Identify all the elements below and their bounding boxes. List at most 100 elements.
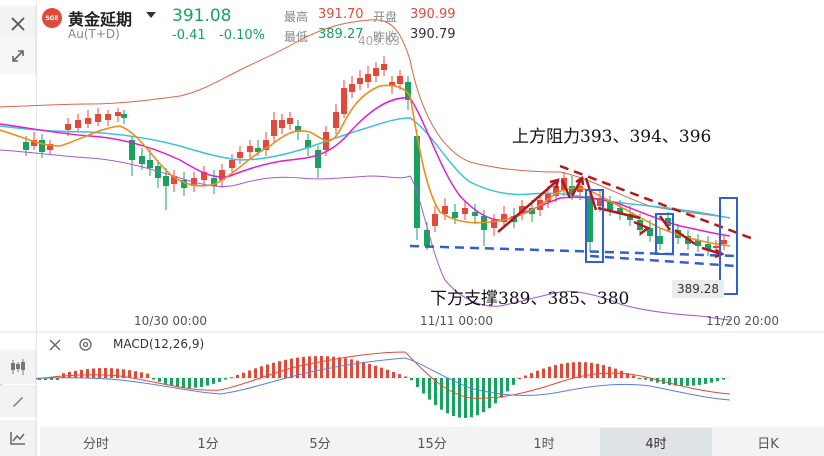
close-icon[interactable] (0, 6, 36, 42)
macd-bar (212, 378, 215, 384)
tab-15min[interactable]: 15分 (417, 436, 447, 452)
candle-body (617, 208, 623, 214)
macd-bar (320, 356, 323, 378)
macd-bar (140, 372, 143, 378)
candle-body (414, 136, 420, 228)
macd-bar (188, 378, 191, 388)
indicator-icon[interactable] (0, 420, 36, 456)
macd-bar (194, 378, 197, 388)
candle-body (163, 176, 169, 186)
tab-1h[interactable]: 1时 (533, 436, 555, 452)
tab-daily[interactable]: 日K (757, 436, 779, 452)
macd-bar (260, 366, 263, 378)
candle-body (713, 246, 719, 248)
support-line-upper (409, 244, 737, 258)
macd-bar (356, 360, 359, 378)
current-price-tag: 389.28 (672, 280, 724, 298)
candle-body (705, 244, 711, 250)
macd-bar (254, 368, 257, 378)
sge-logo: SGE (42, 8, 62, 28)
macd-label: MACD(12,26,9) (113, 337, 205, 351)
candle-body (587, 196, 593, 242)
macd-bar (86, 369, 89, 378)
tab-4h[interactable]: 4时 (600, 428, 712, 456)
macd-bar (554, 365, 557, 378)
logo-text: SGE (45, 14, 59, 22)
macd-bar (416, 378, 419, 388)
macd-bar (590, 362, 593, 378)
x-axis-label-1: 10/30 00:00 (134, 314, 207, 328)
trend-arrows (497, 175, 725, 259)
highlight-box-2 (655, 213, 674, 255)
tab-timeshare[interactable]: 分时 (82, 436, 109, 452)
macd-bar (626, 373, 629, 378)
macd-bar (164, 378, 167, 384)
macd-bar (302, 356, 305, 378)
candle-body (219, 170, 225, 180)
macd-bar (344, 358, 347, 378)
candle-body (315, 150, 321, 168)
expand-icon[interactable] (0, 38, 36, 74)
ma-magenta-line (0, 97, 731, 237)
candle-body (181, 180, 187, 188)
macd-bar (224, 378, 227, 380)
candle-body (39, 140, 45, 152)
candle-body (491, 220, 497, 228)
macd-bar (368, 363, 371, 378)
macd-bar (650, 378, 653, 382)
macd-dif-line (0, 351, 731, 399)
macd-bar (596, 363, 599, 378)
macd-bar (98, 368, 101, 378)
macd-bar (374, 365, 377, 378)
candles-icon[interactable] (0, 350, 36, 384)
macd-bar (386, 369, 389, 378)
macd-bar (566, 362, 569, 378)
macd-bar (134, 371, 137, 378)
high-label: 最高 (284, 10, 309, 24)
prev-close-value: 390.79 (410, 27, 456, 42)
macd-bar (248, 370, 251, 378)
macd-bar (392, 371, 395, 378)
macd-bar (620, 370, 623, 378)
settings-icon[interactable] (78, 337, 93, 356)
macd-bar (398, 374, 401, 378)
candle-body (75, 120, 81, 128)
macd-bar (338, 357, 341, 378)
macd-bar (662, 378, 665, 384)
macd-bar (152, 378, 155, 380)
macd-bar (698, 378, 701, 385)
chevron-down-icon[interactable] (146, 12, 156, 18)
instrument-title[interactable]: 黄金延期 (68, 10, 133, 29)
macd-bar (434, 378, 437, 406)
x-axis-label-2: 11/11 00:00 (420, 314, 493, 328)
tab-1min[interactable]: 1分 (197, 436, 219, 452)
candle-body (442, 206, 448, 214)
candle-body (263, 140, 269, 150)
candle-body (341, 88, 347, 114)
tab-5min[interactable]: 5分 (309, 436, 331, 452)
candle-body (389, 82, 395, 86)
macd-bar (104, 368, 107, 378)
macd-bar (44, 378, 47, 380)
timeframe-tabs: 分时 1分 5分 15分 1时 4时 日K (40, 428, 824, 456)
macd-bar (458, 378, 461, 418)
high-value: 391.70 (318, 7, 364, 22)
low-value: 389.27 (318, 27, 364, 42)
macd-bar (674, 378, 677, 386)
macd-bar (506, 378, 509, 392)
macd-bar (380, 367, 383, 378)
macd-bar (50, 378, 53, 380)
macd-bar (122, 369, 125, 378)
candle-body (357, 78, 363, 84)
price-change: -0.41 (172, 28, 206, 43)
candle-body (247, 146, 253, 152)
macd-bar (668, 378, 671, 385)
macd-bar (584, 362, 587, 378)
draw-icon[interactable] (0, 385, 36, 417)
candle-body (349, 84, 355, 92)
low-label: 最低 (284, 30, 309, 44)
candle-body (95, 114, 101, 122)
candle-body (657, 236, 663, 244)
indicator-close-icon[interactable] (48, 337, 62, 356)
